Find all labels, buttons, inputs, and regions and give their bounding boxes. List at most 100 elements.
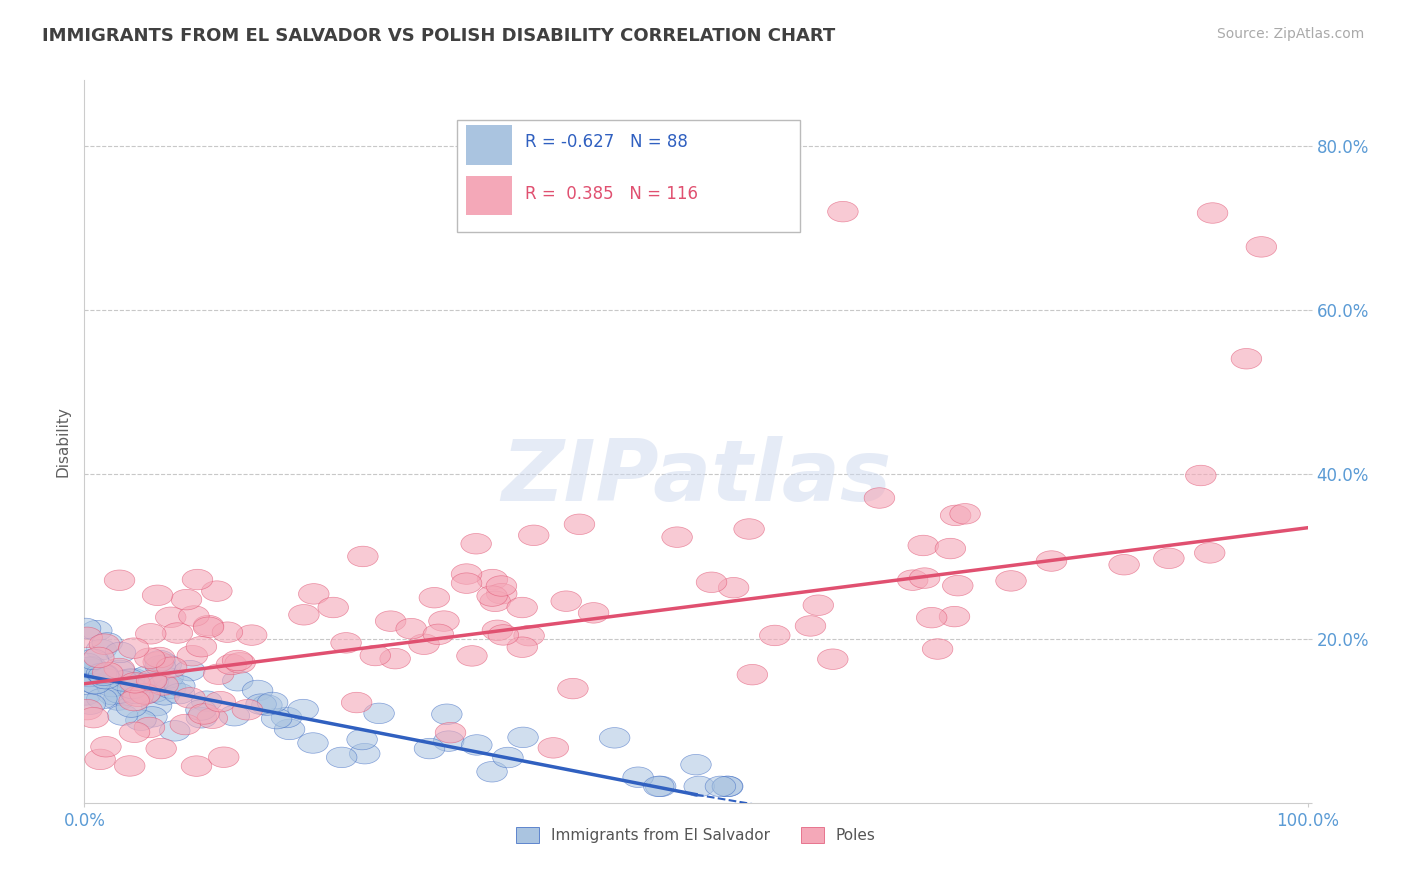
Ellipse shape [129,684,160,705]
Ellipse shape [477,586,508,607]
Ellipse shape [70,685,101,706]
Text: Source: ZipAtlas.com: Source: ZipAtlas.com [1216,27,1364,41]
Ellipse shape [197,708,228,729]
Ellipse shape [551,591,582,611]
Ellipse shape [1198,202,1227,223]
Ellipse shape [72,699,103,720]
Ellipse shape [177,646,208,666]
Ellipse shape [236,624,267,646]
Ellipse shape [432,704,463,724]
Ellipse shape [461,533,492,554]
Text: R =  0.385   N = 116: R = 0.385 N = 116 [524,185,697,202]
Ellipse shape [288,699,318,720]
Ellipse shape [759,625,790,646]
Ellipse shape [165,675,195,696]
Ellipse shape [429,611,460,632]
Ellipse shape [139,681,170,702]
Ellipse shape [718,577,749,598]
Ellipse shape [107,705,138,725]
Ellipse shape [274,719,305,739]
Ellipse shape [222,650,253,671]
Ellipse shape [706,776,735,797]
Ellipse shape [186,636,217,657]
Ellipse shape [519,525,548,546]
Ellipse shape [138,672,169,692]
Ellipse shape [118,638,149,658]
Ellipse shape [134,717,165,738]
Ellipse shape [186,707,217,728]
Ellipse shape [172,590,202,610]
Ellipse shape [347,546,378,566]
Ellipse shape [711,776,742,797]
Ellipse shape [105,642,136,663]
Ellipse shape [83,648,114,668]
Ellipse shape [436,723,465,743]
Ellipse shape [208,747,239,767]
Ellipse shape [252,695,283,715]
Ellipse shape [457,646,488,666]
Ellipse shape [360,645,391,665]
Ellipse shape [153,668,183,689]
Ellipse shape [108,671,138,691]
Ellipse shape [183,569,212,590]
Ellipse shape [120,722,150,742]
Ellipse shape [86,664,117,684]
Ellipse shape [318,598,349,618]
FancyBboxPatch shape [465,125,513,165]
Ellipse shape [242,681,273,701]
Ellipse shape [941,505,972,525]
Ellipse shape [150,654,181,675]
Ellipse shape [623,767,654,788]
Ellipse shape [103,690,134,710]
Ellipse shape [486,575,517,596]
Ellipse shape [257,692,288,713]
Ellipse shape [79,707,108,728]
Ellipse shape [477,762,508,782]
Ellipse shape [181,756,212,776]
Ellipse shape [89,634,120,655]
Ellipse shape [662,527,692,548]
Ellipse shape [142,585,173,606]
Ellipse shape [174,688,205,708]
Ellipse shape [132,666,162,687]
Ellipse shape [117,678,148,698]
Ellipse shape [170,714,201,735]
Ellipse shape [90,668,121,689]
Ellipse shape [433,731,464,751]
Ellipse shape [80,673,111,694]
Ellipse shape [578,603,609,624]
Ellipse shape [188,704,219,724]
Ellipse shape [77,649,108,670]
Ellipse shape [114,756,145,776]
Ellipse shape [73,657,104,678]
Ellipse shape [162,623,193,643]
Ellipse shape [482,620,513,640]
Ellipse shape [217,654,247,674]
Ellipse shape [87,689,117,709]
Ellipse shape [262,708,292,729]
Ellipse shape [488,624,519,645]
Ellipse shape [145,656,176,676]
Ellipse shape [104,683,135,704]
Ellipse shape [89,665,120,686]
Ellipse shape [538,738,568,758]
Ellipse shape [222,671,253,691]
Ellipse shape [396,618,426,639]
Ellipse shape [1232,349,1261,369]
Ellipse shape [910,568,939,589]
Ellipse shape [70,618,101,639]
Ellipse shape [115,678,146,698]
Ellipse shape [817,648,848,670]
Ellipse shape [156,657,187,678]
Ellipse shape [72,627,103,648]
Ellipse shape [136,706,167,727]
Ellipse shape [796,615,825,636]
Ellipse shape [326,747,357,768]
Text: R = -0.627   N = 88: R = -0.627 N = 88 [524,133,688,151]
Ellipse shape [156,678,186,698]
Ellipse shape [558,678,588,698]
Text: ZIPatlas: ZIPatlas [501,436,891,519]
Ellipse shape [492,747,523,768]
Ellipse shape [104,660,135,681]
Ellipse shape [644,776,673,797]
